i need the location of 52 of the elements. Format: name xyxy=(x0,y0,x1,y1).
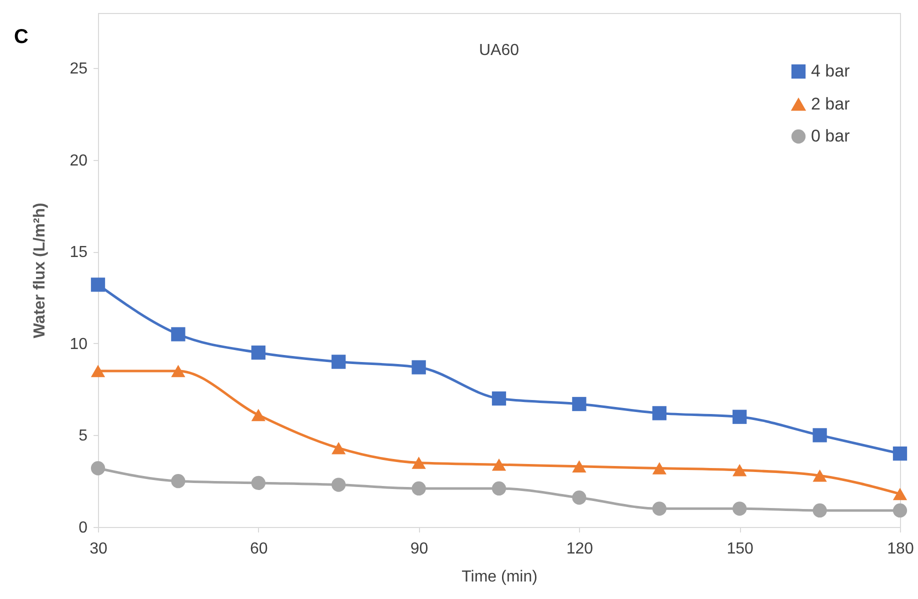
text: C xyxy=(14,26,28,49)
y-axis-title: Water flux (L/m²h) xyxy=(32,202,49,338)
point xyxy=(332,478,346,492)
legend-label: 2 bar xyxy=(811,94,850,114)
y-tick-label: 0 xyxy=(78,520,88,536)
y-tick-label: 20 xyxy=(70,152,88,170)
y-tick-label: 10 xyxy=(70,336,88,353)
point xyxy=(412,481,426,496)
point xyxy=(812,503,827,518)
point xyxy=(171,364,186,378)
point xyxy=(812,469,827,482)
point xyxy=(732,502,747,516)
point xyxy=(652,502,666,516)
point xyxy=(332,354,346,369)
point xyxy=(412,456,426,469)
x-tick-label: 120 xyxy=(566,540,594,558)
y-tick-label: 5 xyxy=(78,428,88,445)
point xyxy=(892,503,908,518)
x-axis-title: Time (min) xyxy=(462,568,538,586)
point xyxy=(171,327,186,342)
point xyxy=(492,481,506,496)
point xyxy=(732,410,747,424)
point xyxy=(251,346,266,360)
x-tick-label: 180 xyxy=(887,540,914,558)
y-tick-label: 25 xyxy=(70,60,88,78)
x-tick-label: 90 xyxy=(410,540,428,558)
x-tick-label: 30 xyxy=(90,540,108,558)
point xyxy=(652,462,666,474)
point xyxy=(892,446,908,461)
point xyxy=(90,278,106,292)
point xyxy=(812,428,827,442)
point xyxy=(572,490,586,505)
x-tick-label: 150 xyxy=(726,540,754,558)
point xyxy=(251,476,266,490)
legend-label: 4 bar xyxy=(811,62,850,80)
point xyxy=(171,474,186,488)
legend-label: 0 bar xyxy=(811,126,850,146)
point xyxy=(332,442,346,454)
point xyxy=(492,391,506,406)
point xyxy=(90,364,106,378)
point xyxy=(732,464,747,476)
y-tick-label: 15 xyxy=(70,244,88,262)
text: UA60 xyxy=(478,42,520,59)
point xyxy=(572,460,586,473)
point xyxy=(652,406,666,420)
point xyxy=(492,458,506,471)
point xyxy=(412,360,426,374)
x-tick-label: 60 xyxy=(250,540,268,558)
point xyxy=(572,396,586,412)
point xyxy=(251,408,266,422)
point xyxy=(892,488,908,500)
point xyxy=(90,461,106,476)
